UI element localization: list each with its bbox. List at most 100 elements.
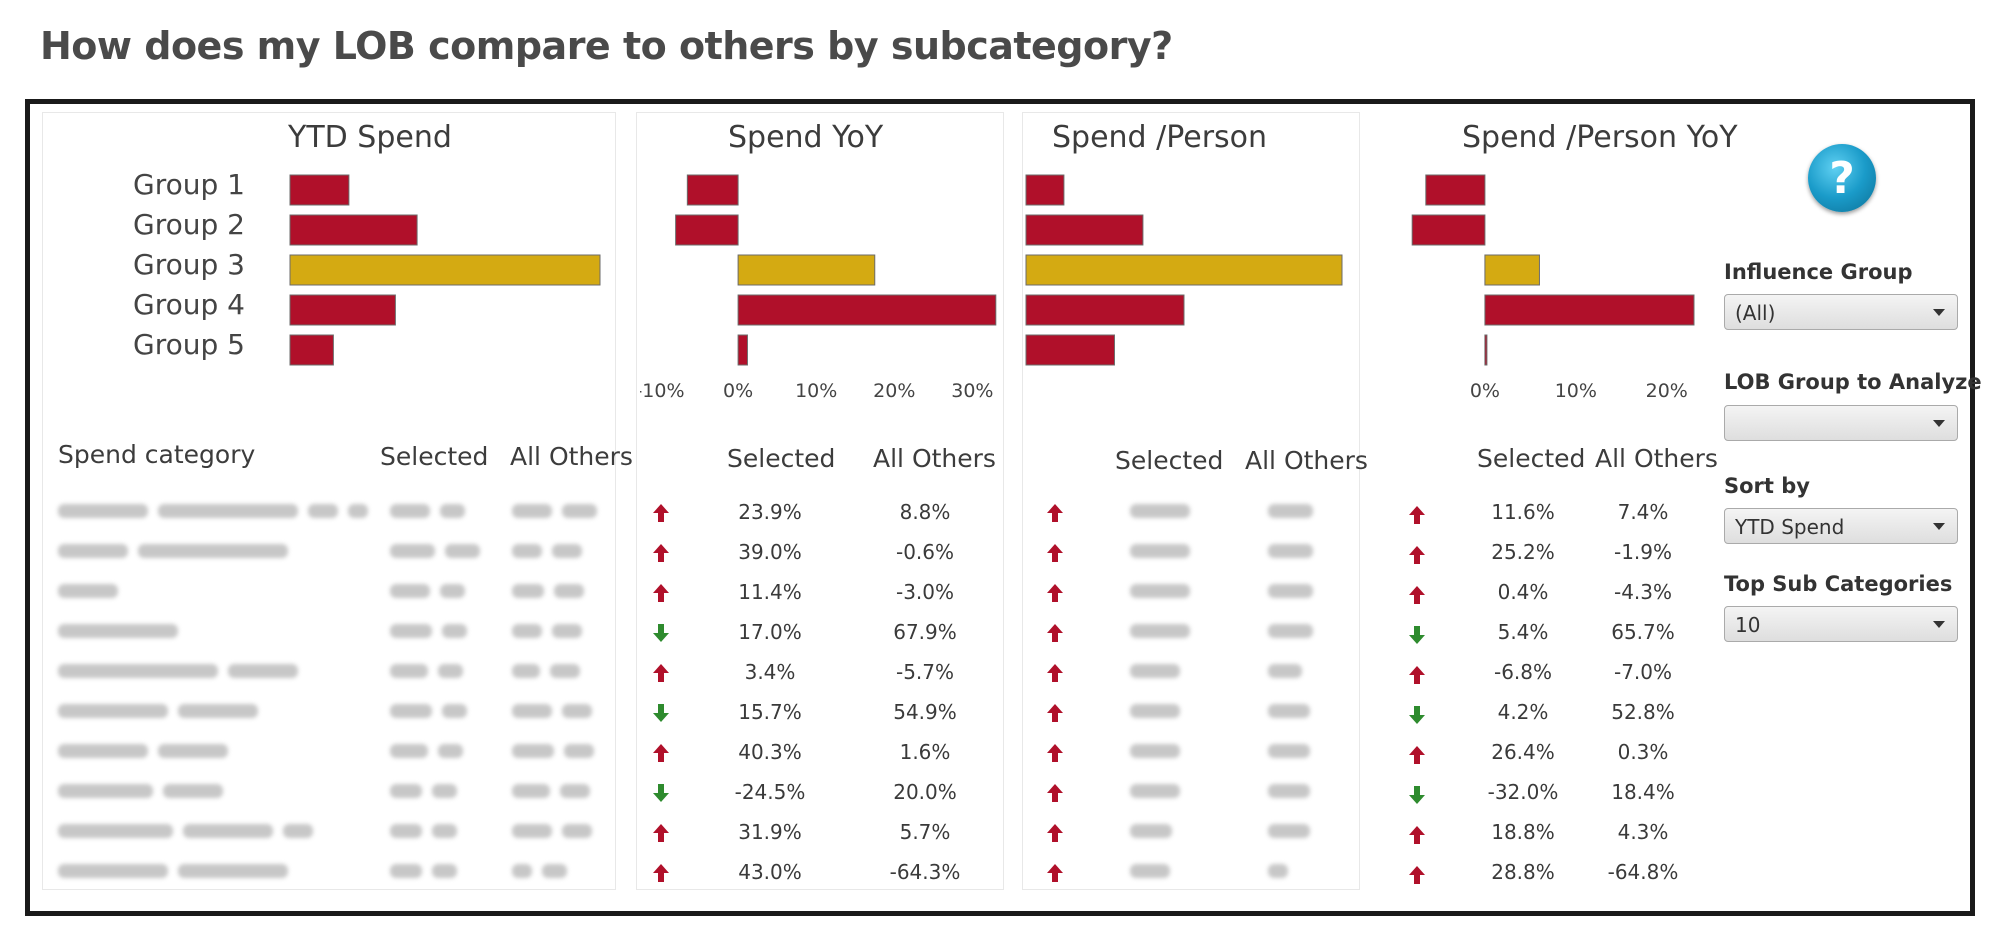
top-sub-categories-select[interactable]: 10 xyxy=(1724,606,1958,642)
spp-selected-value: 11.6% xyxy=(1491,500,1555,524)
arrow-up-icon xyxy=(653,664,669,682)
redacted-category-name xyxy=(58,624,178,638)
top-sub-categories-label: Top Sub Categories xyxy=(1724,572,1953,596)
redacted-ytd-all-others xyxy=(512,704,552,718)
bar-group-5[interactable] xyxy=(1484,334,1488,366)
panel-ytd-spend xyxy=(42,112,616,890)
redacted-category-name xyxy=(58,864,168,878)
bar-group-3[interactable] xyxy=(737,254,876,286)
yoy-all-others-value: 54.9% xyxy=(893,700,957,724)
yoy-all-others-header: All Others xyxy=(873,444,996,473)
redacted-sp-all-others xyxy=(1268,504,1313,518)
bar-group-5[interactable] xyxy=(1025,334,1115,366)
redacted-ytd-selected xyxy=(432,784,457,798)
redacted-sp-all-others xyxy=(1268,544,1313,558)
yoy-selected-header: Selected xyxy=(727,444,836,473)
bar-group-1[interactable] xyxy=(289,174,350,206)
spp-selected-value: 4.2% xyxy=(1497,700,1549,724)
spp-all-others-value: -7.0% xyxy=(1613,660,1673,684)
influence-group-select[interactable]: (All) xyxy=(1724,294,1958,330)
bar-group-3[interactable] xyxy=(1025,254,1343,286)
arrow-up-icon xyxy=(653,504,669,522)
bar-group-2[interactable] xyxy=(675,214,739,246)
spp-all-others-value: 0.3% xyxy=(1617,740,1669,764)
redacted-category-name xyxy=(178,704,258,718)
bar-group-2[interactable] xyxy=(1411,214,1486,246)
group-label: Group 2 xyxy=(133,208,245,241)
lob-group-select[interactable] xyxy=(1724,405,1958,441)
axis-tick-label: -10% xyxy=(640,380,685,402)
axis-tick-label: 10% xyxy=(795,380,837,402)
question-icon[interactable]: ? xyxy=(1808,144,1876,212)
yoy-all-others-value: 20.0% xyxy=(893,780,957,804)
redacted-ytd-all-others xyxy=(542,864,567,878)
lob-group-label: LOB Group to Analyze xyxy=(1724,370,1982,394)
bar-group-1[interactable] xyxy=(1025,174,1065,206)
bar-group-2[interactable] xyxy=(1025,214,1144,246)
redacted-ytd-selected xyxy=(432,864,457,878)
redacted-category-name xyxy=(228,664,298,678)
spp-all-others-value: -64.8% xyxy=(1607,860,1679,884)
redacted-category-name xyxy=(58,704,168,718)
bar-group-4[interactable] xyxy=(1484,294,1695,326)
arrow-up-icon xyxy=(1409,586,1425,604)
redacted-ytd-all-others xyxy=(564,744,594,758)
yoy-selected-value: 40.3% xyxy=(738,740,802,764)
ytd-spend-chart xyxy=(289,174,601,366)
top-sub-categories-value: 10 xyxy=(1735,613,1761,637)
redacted-sp-all-others xyxy=(1268,784,1310,798)
chevron-down-icon xyxy=(1933,309,1945,316)
redacted-category-name xyxy=(178,864,288,878)
ytd-selected-header: Selected xyxy=(380,442,489,471)
chevron-down-icon xyxy=(1933,420,1945,427)
redacted-ytd-selected xyxy=(390,784,422,798)
yoy-all-others-value: -64.3% xyxy=(889,860,961,884)
redacted-category-name xyxy=(348,504,368,518)
ytd-all-others-header: All Others xyxy=(510,442,633,471)
yoy-selected-value: 39.0% xyxy=(738,540,802,564)
redacted-ytd-all-others xyxy=(552,544,582,558)
arrow-up-icon xyxy=(1409,666,1425,684)
redacted-ytd-selected xyxy=(442,704,467,718)
yoy-selected-value: 43.0% xyxy=(738,860,802,884)
redacted-ytd-all-others xyxy=(512,544,542,558)
group-label: Group 3 xyxy=(133,248,245,281)
spend-person-yoy-chart: 0% 10% 20% xyxy=(1411,174,1695,402)
yoy-all-others-value: 8.8% xyxy=(899,500,951,524)
redacted-ytd-all-others xyxy=(512,864,532,878)
arrow-up-icon xyxy=(653,744,669,762)
spend-yoy-chart: -10% 0% 10% 20% 30% xyxy=(640,174,997,402)
bar-group-2[interactable] xyxy=(289,214,418,246)
bar-group-5[interactable] xyxy=(737,334,748,366)
panel-title-spend-yoy: Spend YoY xyxy=(728,120,884,155)
arrow-up-icon xyxy=(1409,826,1425,844)
yoy-selected-value: 15.7% xyxy=(738,700,802,724)
panel-spend-yoy xyxy=(636,112,1004,890)
sort-by-select[interactable]: YTD Spend xyxy=(1724,508,1958,544)
redacted-ytd-selected xyxy=(390,664,428,678)
dashboard-frame xyxy=(25,99,1975,916)
redacted-ytd-selected xyxy=(390,544,435,558)
bar-group-5[interactable] xyxy=(289,334,334,366)
bar-group-3[interactable] xyxy=(289,254,601,286)
redacted-ytd-selected xyxy=(432,824,457,838)
arrow-down-icon xyxy=(1409,786,1425,804)
bar-group-4[interactable] xyxy=(1025,294,1185,326)
bar-group-1[interactable] xyxy=(1425,174,1486,206)
yoy-selected-value: 3.4% xyxy=(744,660,796,684)
group-label: Group 5 xyxy=(133,328,245,361)
yoy-all-others-value: 1.6% xyxy=(899,740,951,764)
redacted-sp-selected xyxy=(1130,664,1180,678)
redacted-ytd-selected xyxy=(390,584,430,598)
bar-group-4[interactable] xyxy=(289,294,396,326)
bar-group-3[interactable] xyxy=(1484,254,1540,286)
bar-group-4[interactable] xyxy=(737,294,997,326)
spp-selected-value: 0.4% xyxy=(1497,580,1549,604)
bar-group-1[interactable] xyxy=(686,174,739,206)
redacted-ytd-selected xyxy=(442,624,467,638)
redacted-ytd-selected xyxy=(390,744,428,758)
arrow-up-icon xyxy=(1409,746,1425,764)
redacted-sp-selected xyxy=(1130,864,1170,878)
spp-all-others-value: 65.7% xyxy=(1611,620,1675,644)
arrow-up-icon xyxy=(653,864,669,882)
